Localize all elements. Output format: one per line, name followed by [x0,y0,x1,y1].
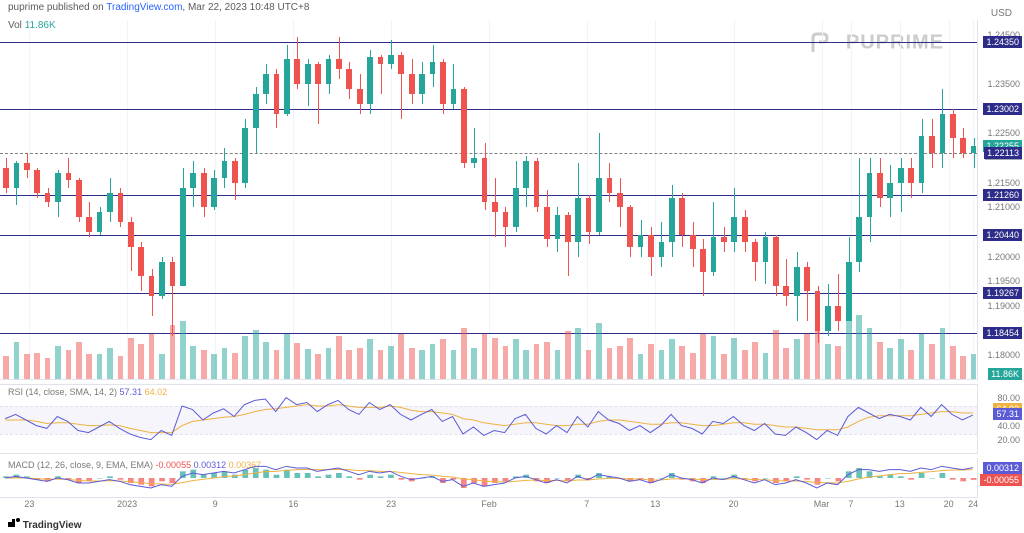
rsi-label: RSI (14, close, SMA, 14, 2) 57.31 64.02 [8,387,167,397]
rsi-panel[interactable]: RSI (14, close, SMA, 14, 2) 57.31 64.02 [0,384,978,454]
macd-axis: 0.00312-0.00055 [978,458,1024,498]
price-chart[interactable] [0,20,978,380]
currency-label: USD [991,8,1012,19]
tradingview-logo: TradingView [8,517,82,531]
macd-label: MACD (12, 26, close, 9, EMA, EMA) -0.000… [8,460,261,470]
site-link[interactable]: TradingView.com [106,2,182,13]
price-axis: 1.245001.235001.225001.215001.210001.200… [978,20,1024,380]
rsi-axis: 80.0040.0020.0064.0257.31 [978,384,1024,454]
time-axis: 23202391623Feb71320Mar7132024 [0,499,978,519]
chart-header: puprime published on TradingView.com, Ma… [8,2,309,13]
macd-panel[interactable]: MACD (12, 26, close, 9, EMA, EMA) -0.000… [0,458,978,498]
